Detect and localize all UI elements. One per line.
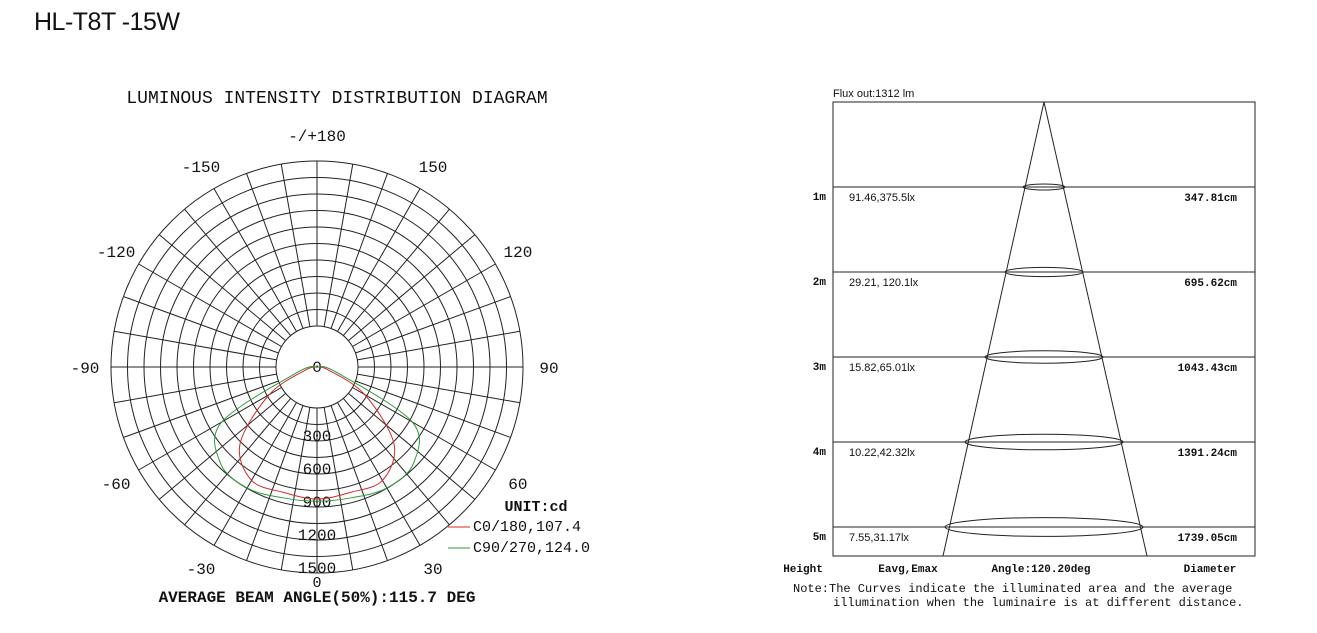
row-eavg-1m: 91.46,375.5lx [849, 192, 916, 204]
polar-spoke-240 [138, 263, 282, 347]
polar-spoke-330 [213, 402, 297, 546]
polar-spoke-300 [138, 387, 282, 471]
row-height-4m: 4m [813, 447, 827, 459]
radial-label-600: 600 [303, 461, 332, 479]
angle-label--30: -30 [187, 561, 216, 579]
note-line-1: Note:The Curves indicate the illuminated… [793, 582, 1232, 596]
unit-label: UNIT:cd [504, 499, 567, 516]
radial-label-1500: 1500 [298, 560, 336, 578]
polar-spoke-280 [114, 373, 277, 404]
polar-spoke-40 [342, 398, 450, 526]
cone-left-edge [942, 101, 1045, 557]
footer-height: Height [783, 564, 823, 576]
polar-spoke-50 [348, 392, 476, 500]
polar-spoke-60 [352, 387, 496, 471]
polar-spoke-110 [355, 296, 511, 354]
cone-right-edge [1043, 101, 1148, 557]
polar-grid [110, 160, 524, 574]
angle-label--180: -/+180 [288, 128, 346, 146]
legend: C0/180,107.4 C90/270,124.0 [448, 519, 590, 557]
polar-spoke-70 [355, 380, 511, 438]
polar-spoke-130 [348, 234, 476, 342]
row-height-1m: 1m [813, 192, 827, 204]
radial-label-1200: 1200 [298, 527, 336, 545]
polar-spoke-150 [337, 188, 421, 332]
row-eavg-5m: 7.55,31.17lx [849, 532, 909, 544]
row-eavg-3m: 15.82,65.01lx [849, 362, 916, 374]
polar-spoke-200 [246, 173, 304, 329]
beam-ellipse-4m [964, 433, 1124, 451]
curve-c0-180 [238, 366, 396, 500]
flux-label: Flux out:1312 lm [833, 88, 914, 100]
angle-label--120: -120 [97, 244, 135, 262]
polar-spoke-10 [323, 407, 354, 570]
polar-spoke-100 [357, 330, 520, 361]
row-eavg-4m: 10.22,42.32lx [849, 447, 916, 459]
polar-spoke-250 [123, 296, 279, 354]
row-diameter-1m: 347.81cm [1184, 193, 1237, 205]
row-eavg-2m: 29.21, 120.1lx [849, 277, 919, 289]
angle-label-120: 120 [503, 244, 532, 262]
row-diameter-2m: 695.62cm [1184, 278, 1237, 290]
polar-spoke-170 [323, 164, 354, 327]
polar-angle-labels: -/+180 -150 150 -120 120 -90 90 -60 60 -30 30 [71, 128, 559, 579]
legend-label-c90: C90/270,124.0 [473, 540, 590, 557]
polar-spoke-310 [158, 392, 286, 500]
legend-label-c0: C0/180,107.4 [473, 519, 581, 536]
polar-spoke-30 [337, 402, 421, 546]
row-diameter-3m: 1043.43cm [1178, 363, 1238, 375]
polar-spoke-80 [357, 373, 520, 404]
beam-ellipse-2m [1004, 266, 1084, 278]
angle-label-0: 0 [312, 575, 321, 592]
footer-eavg: Eavg,Emax [878, 564, 938, 576]
angle-label-150: 150 [419, 159, 448, 177]
angle-label-60: 60 [508, 476, 527, 494]
row-diameter-5m: 1739.05cm [1178, 533, 1238, 545]
angle-label--60: -60 [102, 476, 131, 494]
radial-label-300: 300 [303, 428, 332, 446]
angle-label-90: 90 [539, 360, 558, 378]
curve-c90-270 [214, 365, 420, 502]
angle-label--90: -90 [71, 360, 100, 378]
polar-spoke-20 [330, 405, 388, 561]
polar-spoke-210 [213, 188, 297, 332]
polar-spoke-160 [330, 173, 388, 329]
beam-angle-text: AVERAGE BEAM ANGLE(50%):115.7 DEG [159, 589, 476, 607]
polar-spoke-120 [352, 263, 496, 347]
polar-spoke-290 [123, 380, 279, 438]
row-height-5m: 5m [813, 532, 827, 544]
polar-spoke-220 [184, 208, 292, 336]
radial-label-0: 0 [312, 359, 322, 377]
polar-spoke-140 [342, 208, 450, 336]
radial-label-900: 900 [303, 494, 332, 512]
beam-ellipse-3m [984, 350, 1104, 364]
polar-title: LUMINOUS INTENSITY DISTRIBUTION DIAGRAM [126, 89, 547, 109]
angle-label--150: -150 [182, 159, 220, 177]
note-line-2: illumination when the luminaire is at di… [833, 596, 1243, 610]
polar-spoke-230 [158, 234, 286, 342]
polar-spoke-350 [280, 407, 311, 570]
beam-ellipse-5m [944, 517, 1144, 537]
illum-frame [832, 101, 1256, 557]
polar-spoke-340 [246, 405, 304, 561]
row-height-2m: 2m [813, 277, 827, 289]
illum-footer: Height Eavg,Emax Angle:120.20deg Diamete… [783, 564, 1236, 576]
product-title: HL-T8T -15W [34, 8, 180, 36]
row-diameter-4m: 1391.24cm [1178, 448, 1238, 460]
polar-spoke-320 [184, 398, 292, 526]
footer-angle: Angle:120.20deg [991, 564, 1090, 576]
angle-label-30: 30 [423, 561, 442, 579]
polar-spoke-190 [280, 164, 311, 327]
polar-spoke-260 [114, 330, 277, 361]
beam-ellipse-1m [1022, 183, 1066, 191]
polar-curves [214, 365, 420, 502]
footer-diameter: Diameter [1184, 564, 1237, 576]
row-height-3m: 3m [813, 362, 827, 374]
illum-body: 1m 91.46,375.5lx 347.81cm 2m 29.21, 120.1lx 6… [813, 101, 1255, 557]
